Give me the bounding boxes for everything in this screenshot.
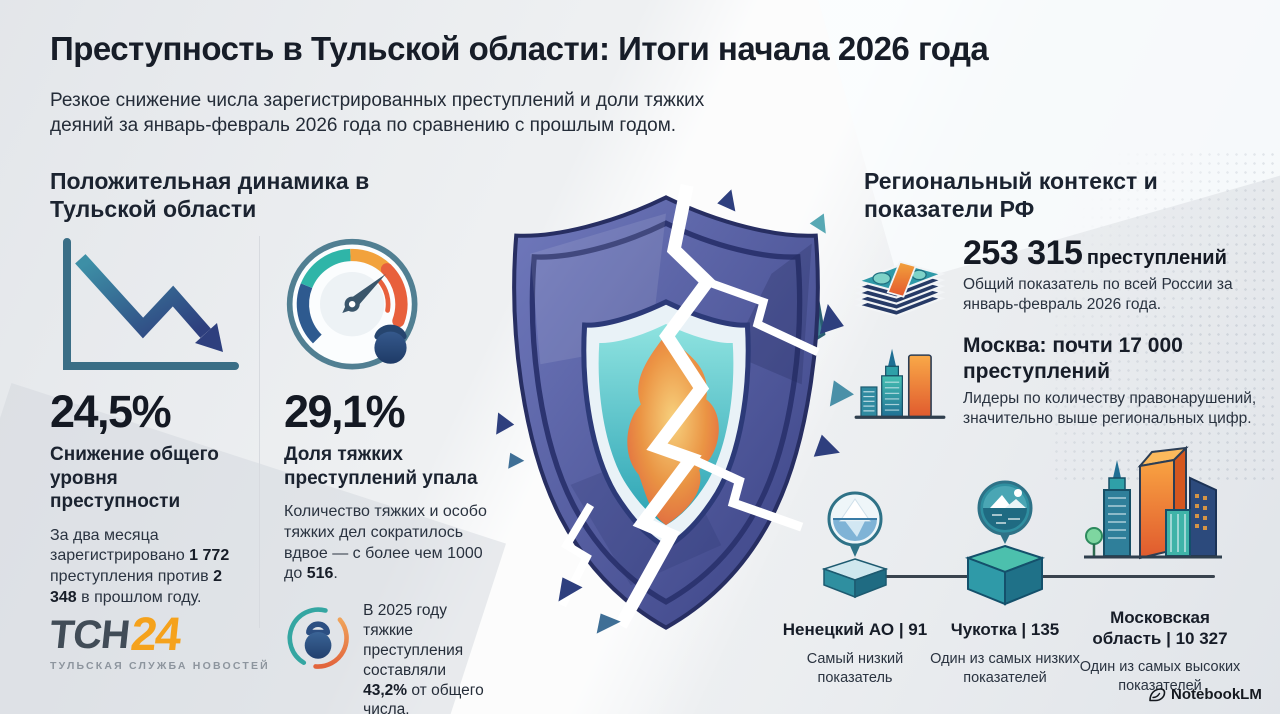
iceberg-pin-cube-icon [821,491,889,599]
stat-value: 29,1% [284,386,406,437]
stat-description: За два месяца зарегистрировано 1 772 пре… [50,526,230,607]
stat-description: Количество тяжких и особо тяжких дел сок… [284,503,487,583]
region-item-nenets: Ненецкий АО | 91 Самый низкий показатель [775,620,935,687]
stat-label: Снижение общего уровня преступности [50,444,219,513]
declining-line-chart-icon [63,238,239,370]
page-subtitle: Резкое снижение числа зарегистрированных… [50,90,705,137]
moscow-item: Москва: почти 17 000 преступлений Лидеры… [853,333,1263,433]
tsn24-logo-text: ТСН 24 [47,607,272,660]
gauge-icon [286,238,418,370]
city-skyline-icon [854,348,946,419]
region-item-chukotka: Чукотка | 135 Один из самых низких показ… [925,620,1085,687]
notebooklm-attribution: NotebookLM [1148,686,1262,703]
tsn-logo-number: 24 [128,607,183,660]
russia-total-desc: Общий показатель по всей России за январ… [963,276,1233,314]
page-title: Преступность в Тульской области: Итоги н… [50,30,989,67]
region-item-moscow-oblast: Московская область | 10 327 Один из самы… [1075,608,1245,696]
historical-note: В 2025 году тяжкие преступления составля… [284,601,492,714]
region-name: Чукотка | 135 [950,620,1060,639]
mountain-pin-cube-icon [964,480,1046,606]
russia-total-text: 253 315 преступлений Общий показатель по… [963,236,1263,315]
russia-total-item: 253 315 преступлений Общий показатель по… [853,236,1263,326]
historical-note-text: В 2025 году тяжкие преступления составля… [363,602,484,714]
right-section-heading: Региональный контекст и показатели РФ [864,168,1158,223]
column-divider [259,236,260,628]
region-desc: Один из самых низких показателей [930,650,1080,686]
stat-block-crime-rate: 24,5% Снижение общего уровня преступност… [50,236,250,609]
background-dot-pattern [1052,150,1280,480]
broken-shield-illustration [496,184,854,634]
moscow-desc: Лидеры по количеству правонарушений, зна… [963,390,1257,428]
region-name: Ненецкий АО | 91 [782,620,928,639]
tsn-logo-main: ТСН [47,613,132,658]
money-stack-icon [854,260,946,317]
notebooklm-label: NotebookLM [1171,686,1262,703]
region-name: Московская область | 10 327 [1092,608,1228,648]
russia-total-value: 253 315 преступлений [963,234,1227,272]
kettlebell-ring-icon [287,607,349,670]
stat-value: 24,5% [50,386,172,437]
region-desc: Самый низкий показатель [806,650,904,686]
notebooklm-icon [1149,687,1166,701]
orange-tower-city-icon [1084,445,1222,560]
left-section-heading: Положительная динамика в Тульской област… [50,168,370,223]
tsn-logo-tagline: ТУЛЬСКАЯ СЛУЖБА НОВОСТЕЙ [50,660,270,673]
moscow-title: Москва: почти 17 000 преступлений [963,334,1183,383]
moscow-text: Москва: почти 17 000 преступлений Лидеры… [963,333,1263,430]
stat-block-severe-share: 29,1% Доля тяжких преступлений упала Кол… [284,236,492,714]
region-desc: Один из самых высоких показателей [1079,659,1241,695]
stat-label: Доля тяжких преступлений упала [284,444,478,489]
tsn24-logo: ТСН 24 ТУЛЬСКАЯ СЛУЖБА НОВОСТЕЙ [47,607,272,673]
